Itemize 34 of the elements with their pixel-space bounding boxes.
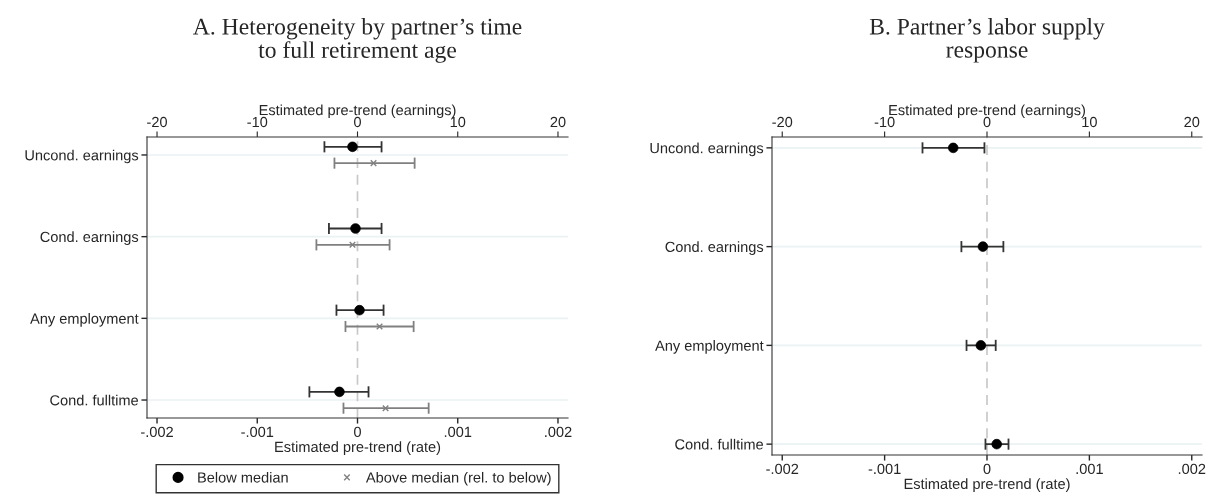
x-tick-label: .001	[444, 426, 472, 438]
x2-tick-label: -20	[772, 116, 793, 128]
legend-label: Below median	[198, 471, 288, 483]
x-tick-label: .001	[1076, 463, 1103, 475]
x-tick-label: .002	[1178, 463, 1206, 475]
y-tick-label: Cond. earnings	[40, 231, 139, 245]
y-tick-label: Cond. earnings	[665, 241, 764, 255]
x2-tick-label: 10	[450, 116, 466, 128]
x2-tick-label: 0	[983, 116, 991, 128]
x2-tick-label: -10	[247, 116, 268, 128]
x-axis-title: Estimated pre-trend (rate)	[275, 441, 441, 455]
x2-tick-label: -20	[147, 116, 167, 128]
x2-tick-label: 0	[354, 116, 361, 128]
y-tick-label: Cond. fulltime	[50, 394, 139, 406]
x-tick-label: 0	[983, 463, 991, 475]
y-tick-label: Cond. fulltime	[675, 438, 764, 450]
x-axis-title: Estimated pre-trend (rate)	[904, 478, 1070, 492]
x-tick-label: -.001	[241, 426, 274, 438]
chart-title: B. Partner’s labor supply response	[869, 18, 1105, 63]
x2-tick-label: 10	[1082, 116, 1097, 128]
x2-tick-label: 20	[550, 116, 566, 128]
y-tick-label: Uncond. earnings	[25, 149, 139, 164]
y-tick-label: Any employment	[655, 340, 764, 354]
chart-title: A. Heterogeneity by partner’s time to full retirement age	[193, 18, 522, 63]
x-tick-label: -.002	[766, 463, 799, 475]
y-tick-label: Any employment	[30, 313, 139, 327]
legend-label: Above median (rel. to below)	[365, 471, 551, 486]
x2-tick-label: -10	[874, 116, 895, 128]
x-tick-label: -.001	[868, 463, 901, 475]
x-tick-label: .002	[545, 426, 572, 438]
x2-tick-label: 20	[1184, 116, 1200, 128]
x-tick-label: 0	[354, 426, 361, 438]
x-tick-label: -.002	[141, 426, 173, 438]
y-tick-label: Uncond. earnings	[650, 142, 764, 157]
